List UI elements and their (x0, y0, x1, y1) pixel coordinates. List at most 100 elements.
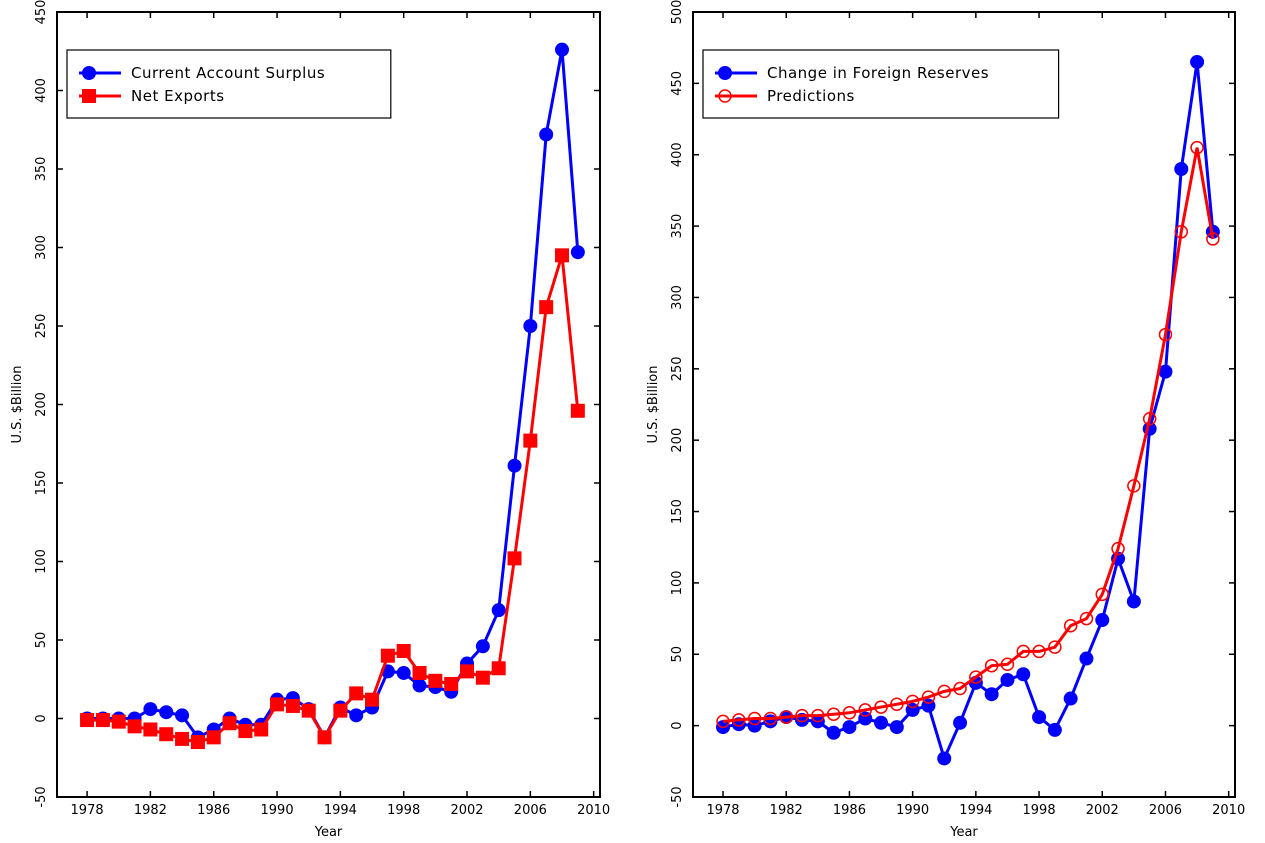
marker (317, 730, 332, 745)
marker (475, 670, 490, 685)
chart: -50 0 50 100 150 200 250 300 350 400 450 500 1978 198… (646, 0, 1245, 840)
marker (1032, 710, 1047, 725)
x-axis-label: Year (949, 825, 978, 840)
marker (1000, 672, 1015, 687)
marker (301, 703, 316, 718)
y-tick-label: 0 (34, 714, 49, 722)
marker (718, 89, 732, 103)
marker (1016, 667, 1031, 682)
legend-box (66, 49, 392, 119)
marker (523, 319, 538, 333)
x-tick-label: 1990 (261, 803, 294, 818)
marker (285, 698, 300, 713)
legend: Current Account Surplus Net Exports (66, 49, 392, 119)
marker (380, 648, 395, 663)
marker (1126, 594, 1141, 609)
marker (82, 89, 96, 103)
marker (349, 708, 364, 723)
y-axis-label: U.S. $Billion (10, 366, 25, 444)
marker (1190, 54, 1205, 69)
series-line (722, 147, 1215, 723)
marker (795, 708, 809, 723)
marker (190, 735, 205, 750)
marker (718, 66, 732, 80)
marker (238, 724, 253, 739)
x-tick-label: 2010 (1212, 803, 1245, 818)
marker (953, 715, 968, 730)
x-tick-label: 1986 (197, 803, 230, 818)
marker (175, 708, 190, 723)
y-axis-label: U.S. $Billion (646, 366, 661, 444)
x-tick-label: 1978 (71, 803, 104, 818)
marker (779, 710, 793, 724)
y-tick-label: 50 (670, 646, 685, 663)
marker (890, 697, 904, 711)
x-tick-label: 1990 (896, 803, 929, 818)
y-tick-label: 400 (34, 78, 49, 103)
x-tick-label: 2002 (1086, 803, 1119, 818)
x-tick-label: 1978 (706, 803, 739, 818)
marker (1095, 587, 1110, 602)
marker (491, 603, 506, 618)
marker (1158, 364, 1173, 379)
x-tick-label: 1986 (833, 803, 866, 818)
marker (1079, 611, 1094, 626)
marker (82, 66, 96, 80)
marker (763, 711, 778, 726)
x-tick-label: 1994 (959, 803, 992, 818)
marker (555, 42, 570, 57)
marker (396, 643, 411, 658)
x-tick-label: 1998 (387, 803, 420, 818)
marker (874, 715, 889, 730)
legend: Change in Foreign Reserves Predictions (702, 49, 1060, 119)
x-tick-label: 2006 (514, 803, 547, 818)
marker (475, 639, 490, 654)
y-tick-label: 150 (34, 471, 49, 496)
marker (1048, 640, 1062, 654)
marker (428, 673, 443, 688)
y-tick-label: 350 (34, 157, 49, 182)
y-tick-label: 200 (34, 392, 49, 417)
x-tick-label: 1982 (770, 803, 803, 818)
y-tick-label: 450 (670, 71, 685, 96)
y-tick-label: 400 (670, 142, 685, 167)
marker (826, 725, 841, 740)
marker (842, 706, 857, 720)
y-tick-label: 450 (34, 0, 49, 24)
marker (874, 700, 888, 714)
y-tick-label: 300 (34, 235, 49, 260)
marker (1063, 618, 1078, 633)
marker (206, 730, 221, 745)
marker (143, 722, 158, 737)
marker (1032, 644, 1046, 659)
marker (111, 714, 126, 729)
x-tick-label: 2006 (1149, 803, 1182, 818)
marker (222, 716, 237, 731)
marker (1079, 651, 1094, 666)
marker (842, 720, 857, 735)
marker (1111, 541, 1125, 556)
marker (747, 718, 762, 733)
x-tick-label: 2002 (450, 803, 483, 818)
marker (1000, 657, 1015, 672)
plot-frame (692, 11, 1236, 798)
y-tick-label: 50 (34, 632, 49, 649)
marker (127, 719, 142, 734)
marker (1190, 140, 1204, 155)
marker (444, 676, 459, 691)
y-tick-label: 500 (670, 0, 685, 24)
x-tick-label: 2010 (577, 803, 610, 818)
marker (747, 711, 762, 726)
marker (491, 661, 506, 676)
marker (937, 751, 952, 766)
marker (953, 681, 967, 696)
legend-label: Change in Foreign Reserves (767, 64, 989, 82)
marker (80, 713, 95, 728)
y-tick-label: -50 (34, 786, 49, 807)
marker (143, 702, 158, 717)
marker (254, 722, 269, 737)
marker (811, 708, 825, 723)
x-tick-label: 1998 (1023, 803, 1056, 818)
marker (1174, 225, 1189, 239)
marker (396, 665, 411, 680)
